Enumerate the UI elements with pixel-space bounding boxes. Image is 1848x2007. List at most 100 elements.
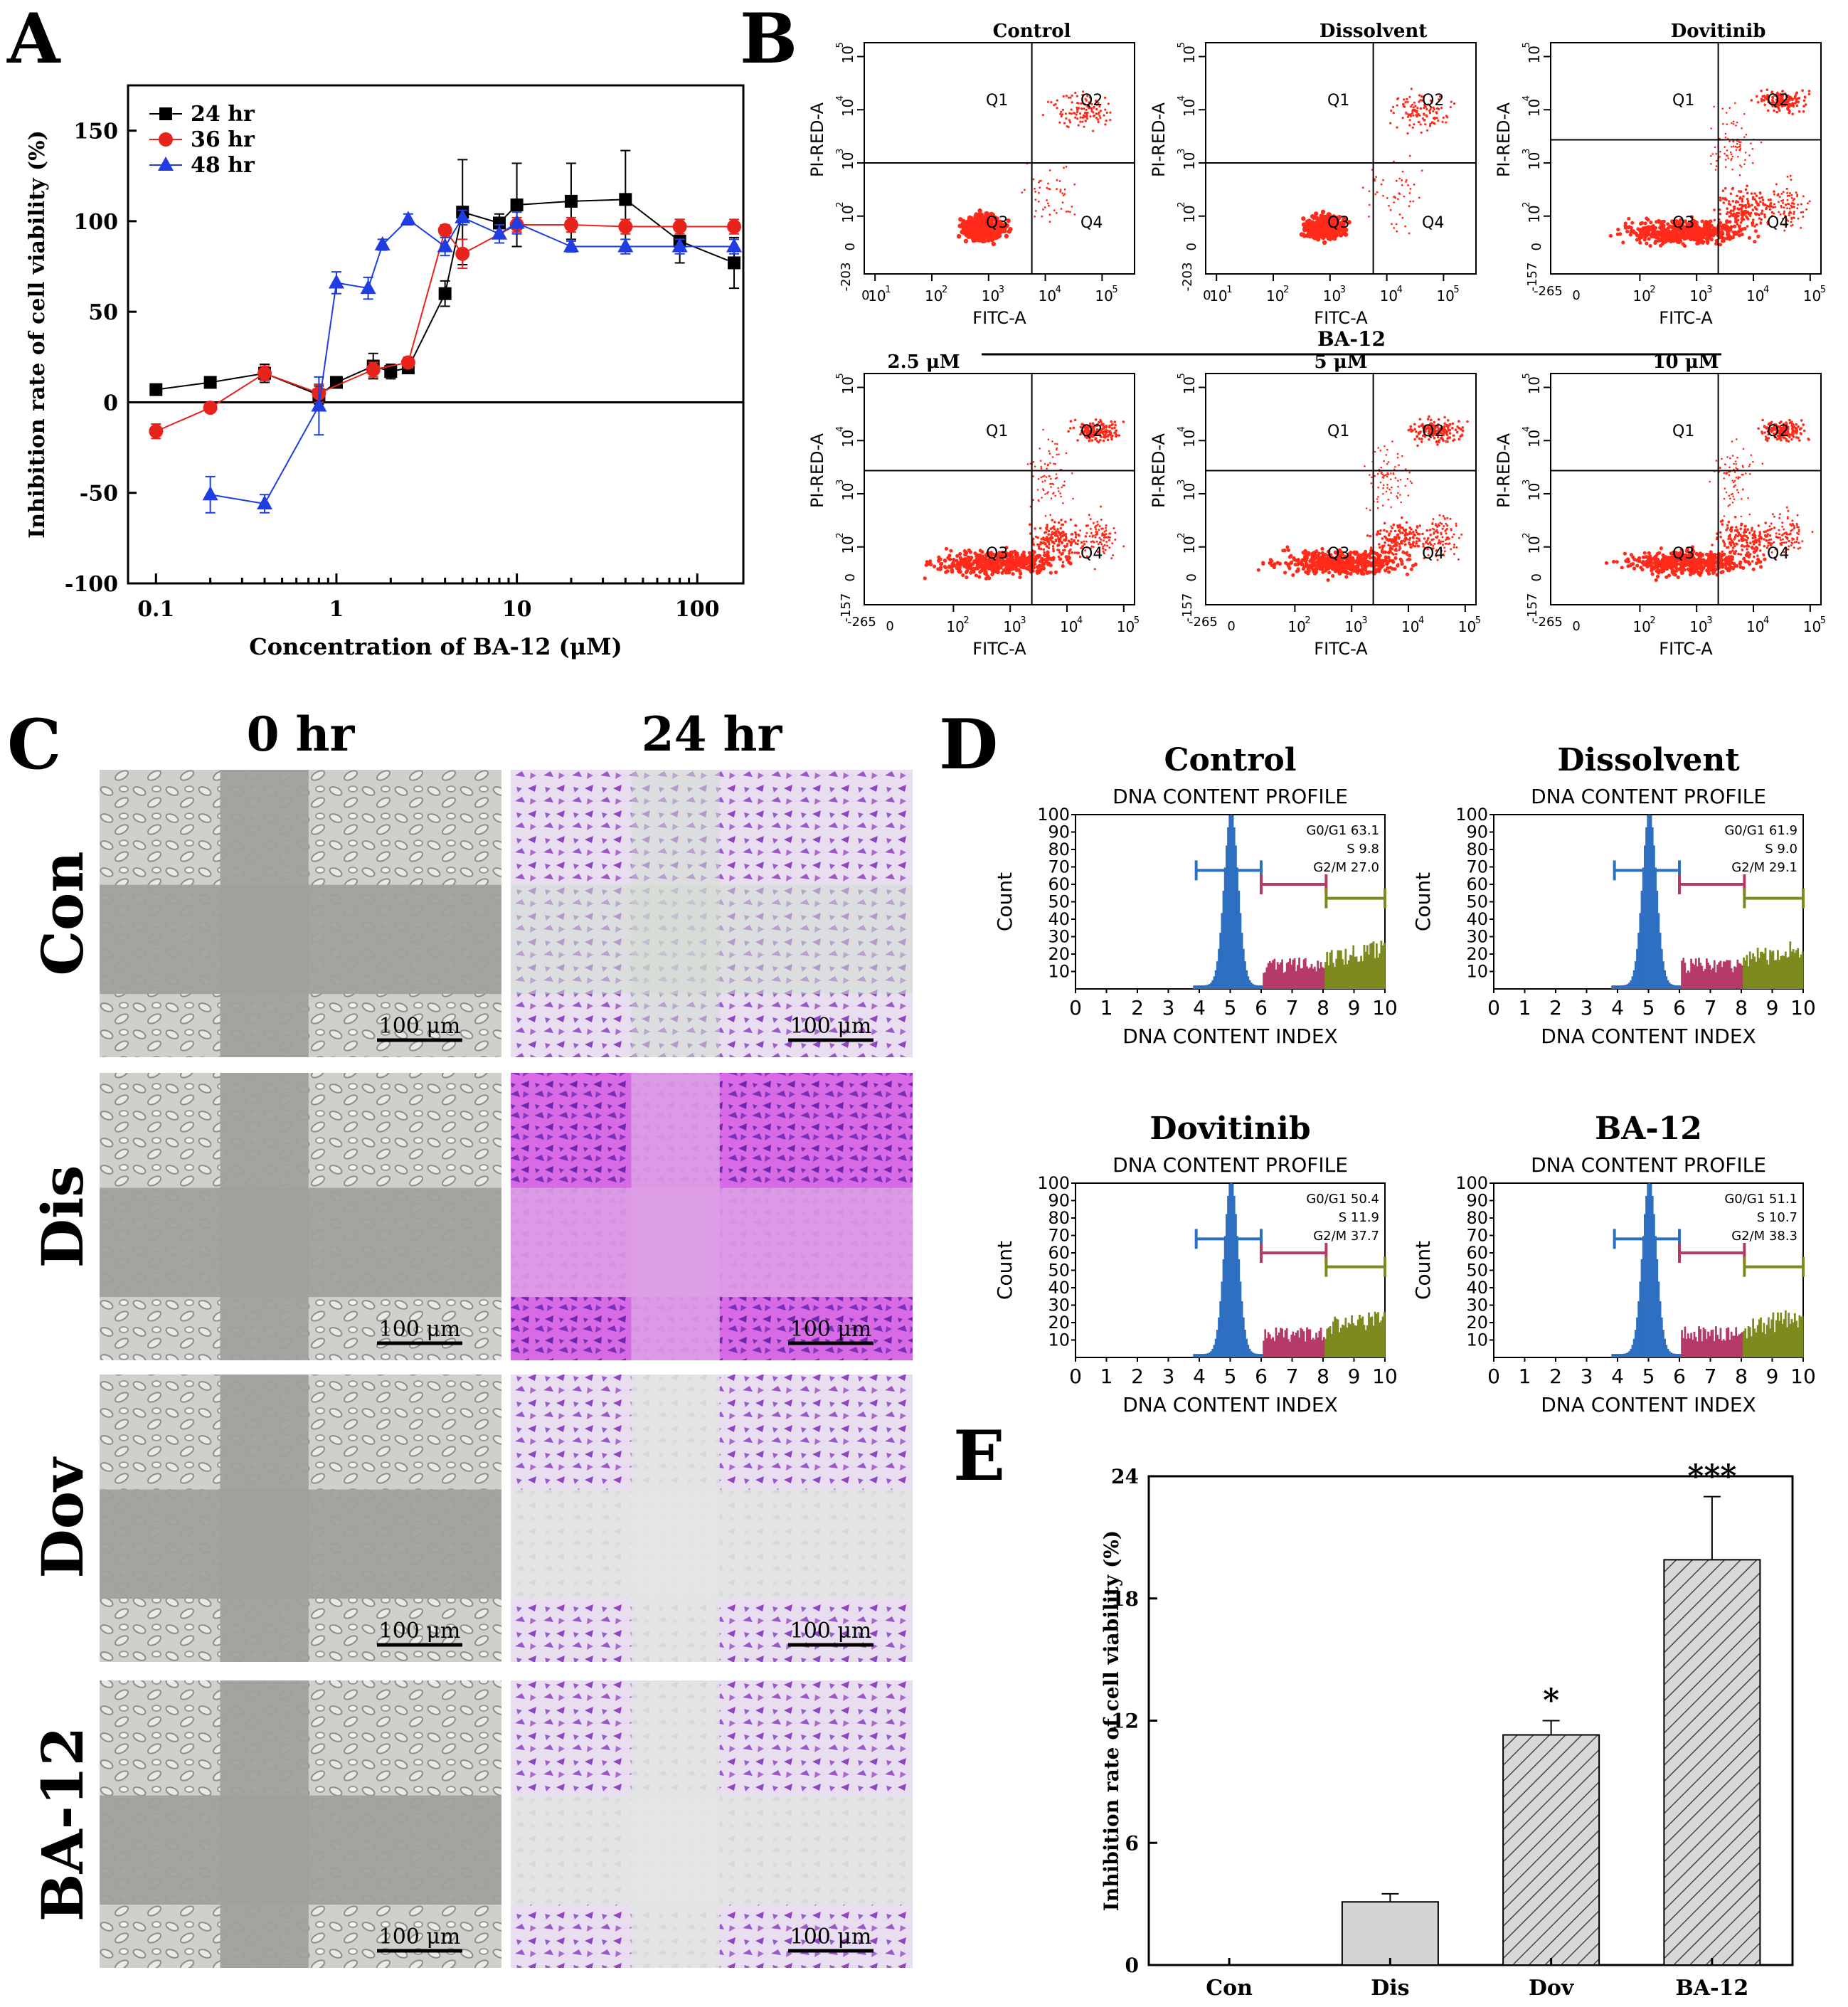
flow-event — [1783, 206, 1785, 208]
flow-event — [1790, 175, 1792, 177]
flow-event — [1056, 179, 1058, 181]
flow-event — [1033, 461, 1035, 463]
x-tick-label: 10 — [502, 597, 532, 622]
data-point — [149, 383, 162, 396]
flow-event — [1037, 571, 1041, 574]
flow-event — [1393, 112, 1395, 114]
flow-event — [1096, 521, 1098, 523]
flow-event — [1046, 187, 1048, 189]
flow-event — [1443, 117, 1445, 119]
flow-event — [1738, 212, 1741, 215]
flow-event — [1026, 566, 1029, 570]
flow-y-tick-exp: 3 — [1522, 149, 1532, 154]
flow-event — [1401, 551, 1404, 554]
flow-event — [1049, 462, 1051, 465]
flow-event — [1418, 539, 1421, 542]
flow-event — [1098, 441, 1100, 444]
flow-event — [1783, 191, 1785, 193]
flow-event — [1054, 534, 1057, 537]
flow-x-tick-label: 10 — [1117, 618, 1135, 635]
flow-event — [1808, 90, 1811, 92]
flow-y-zero: 0 — [1529, 243, 1544, 250]
flow-event — [1750, 212, 1753, 215]
flow-event — [1719, 196, 1722, 199]
flow-event — [1412, 115, 1414, 117]
flow-event — [1079, 112, 1081, 115]
flow-event — [1786, 188, 1788, 190]
flow-event — [1044, 206, 1046, 208]
flow-event — [929, 563, 933, 566]
flow-event — [1769, 208, 1772, 211]
flow-event — [1396, 231, 1398, 233]
flow-event — [1449, 432, 1452, 435]
flow-event — [1721, 197, 1724, 200]
flow-x-tick-label: 10 — [1003, 618, 1021, 635]
flow-event — [1445, 440, 1448, 443]
flow-event — [1047, 556, 1050, 559]
flow-event — [1117, 434, 1120, 437]
flow-event — [1648, 228, 1652, 231]
flow-y-tick-exp: 2 — [1177, 532, 1187, 538]
flow-event — [1103, 552, 1105, 554]
flow-event — [1760, 90, 1763, 92]
flow-event — [1374, 194, 1376, 196]
flow-event — [1416, 445, 1419, 448]
flow-event — [1696, 570, 1700, 573]
flow-event — [1437, 120, 1439, 122]
flow-event — [1676, 240, 1679, 244]
flow-x-tick-exp: 5 — [1112, 285, 1117, 295]
flow-event — [1409, 201, 1411, 203]
flow-event — [1007, 563, 1010, 566]
flow-event — [1455, 546, 1457, 549]
flow-x-tick-exp: 3 — [1340, 285, 1346, 295]
flow-event — [969, 551, 972, 554]
flow-event — [1066, 543, 1069, 546]
flow-y-tick-exp: 2 — [1177, 201, 1187, 207]
flow-event — [1039, 527, 1042, 530]
flow-event — [1083, 116, 1085, 118]
flow-event — [1450, 548, 1452, 550]
flow-event — [1389, 122, 1391, 125]
flow-event — [1797, 218, 1800, 220]
flow-event — [1751, 221, 1754, 223]
flow-x-tick-label: 10 — [1803, 287, 1821, 305]
flow-event — [1307, 551, 1310, 555]
flow-event — [1408, 114, 1410, 116]
flow-event — [1760, 222, 1763, 225]
flow-event — [1062, 484, 1064, 487]
flow-event — [1370, 546, 1373, 549]
flow-event — [1409, 155, 1411, 157]
flow-event — [1062, 502, 1064, 504]
flow-event — [1394, 530, 1397, 533]
flow-event — [1109, 536, 1111, 539]
flow-event — [1453, 434, 1455, 437]
flow-event — [1029, 523, 1031, 526]
flow-event — [1756, 208, 1758, 211]
flow-event — [1362, 560, 1366, 563]
flow-event — [1085, 535, 1087, 537]
flow-event — [1408, 543, 1411, 546]
flow-event — [1418, 197, 1420, 199]
flow-event — [1733, 121, 1735, 123]
flow-x-tick-label: 10 — [1344, 618, 1362, 635]
flow-event — [1728, 220, 1731, 223]
flow-event — [1423, 537, 1426, 540]
flow-event — [1046, 476, 1048, 478]
flow-event — [1739, 164, 1741, 166]
flow-event — [1398, 464, 1400, 466]
flow-event — [1038, 478, 1040, 480]
flow-event — [1068, 552, 1071, 555]
flow-event — [1733, 206, 1736, 208]
flow-event — [1408, 539, 1411, 541]
flow-event — [1376, 191, 1379, 194]
flow-event — [1736, 147, 1738, 149]
flow-event — [1418, 533, 1421, 536]
flow-event — [1657, 221, 1661, 224]
flow-event — [1808, 92, 1811, 95]
flow-event — [1430, 419, 1433, 422]
flow-event — [1782, 202, 1784, 204]
flow-event — [1056, 535, 1059, 538]
flow-event — [1060, 189, 1062, 191]
flow-event — [1407, 116, 1409, 118]
flow-x-tick-exp: 3 — [999, 285, 1004, 295]
